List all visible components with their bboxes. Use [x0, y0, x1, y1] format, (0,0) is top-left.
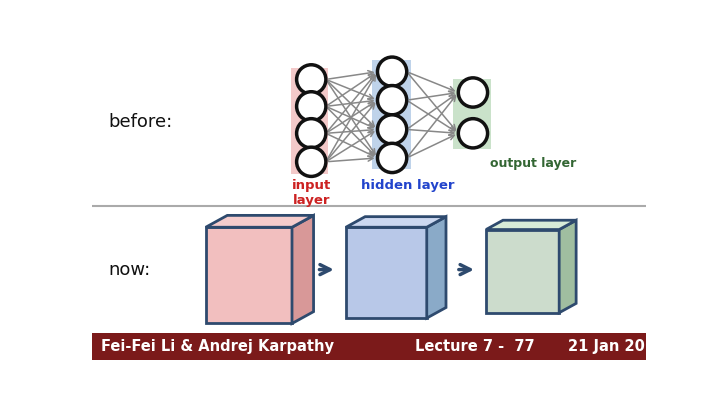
- Circle shape: [297, 147, 326, 177]
- Polygon shape: [346, 227, 427, 318]
- Text: input
layer: input layer: [292, 179, 331, 207]
- Circle shape: [297, 65, 326, 94]
- Polygon shape: [346, 217, 446, 227]
- Text: Fei-Fei Li & Andrej Karpathy: Fei-Fei Li & Andrej Karpathy: [101, 339, 334, 354]
- Circle shape: [459, 78, 487, 107]
- Polygon shape: [292, 215, 314, 324]
- Polygon shape: [206, 227, 292, 324]
- Polygon shape: [486, 230, 559, 313]
- Circle shape: [377, 57, 407, 86]
- Circle shape: [459, 119, 487, 148]
- Text: before:: before:: [109, 113, 173, 131]
- Bar: [92, 333, 647, 360]
- Bar: [453, 79, 492, 149]
- Text: hidden layer: hidden layer: [361, 179, 454, 192]
- Circle shape: [297, 119, 326, 148]
- Text: Lecture 7 -  77: Lecture 7 - 77: [415, 339, 535, 354]
- Bar: [372, 60, 410, 169]
- Circle shape: [297, 92, 326, 121]
- Text: now:: now:: [109, 260, 151, 279]
- Polygon shape: [427, 217, 446, 318]
- Bar: [291, 68, 328, 174]
- Polygon shape: [486, 220, 576, 230]
- Circle shape: [377, 85, 407, 115]
- Polygon shape: [206, 215, 314, 227]
- Text: 21 Jan 2015: 21 Jan 2015: [567, 339, 665, 354]
- Text: output layer: output layer: [490, 157, 576, 170]
- Circle shape: [377, 143, 407, 173]
- Circle shape: [377, 115, 407, 144]
- Polygon shape: [559, 220, 576, 313]
